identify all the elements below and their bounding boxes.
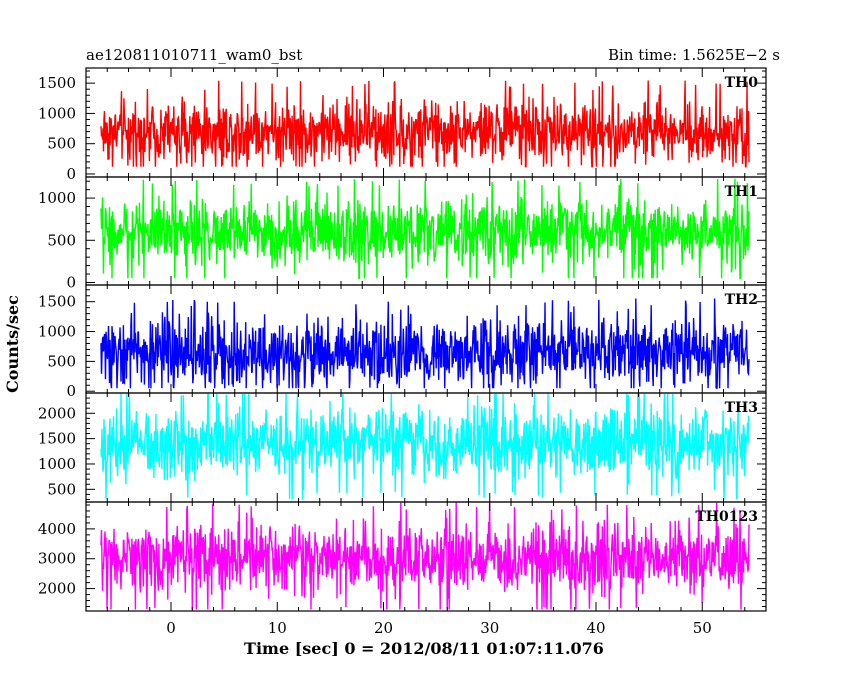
y-tick-label: 500 (47, 231, 76, 249)
panel-label-th0123: TH0123 (695, 509, 758, 525)
y-tick-label: 1500 (38, 293, 76, 311)
plot-title: ae120811010711_wam0_bst (86, 46, 302, 64)
x-tick-label: 40 (586, 619, 605, 637)
y-axis-label: Counts/sec (3, 295, 22, 393)
panel-th3: 500 1000 1500 2000 TH3 (38, 392, 767, 503)
y-tick-label: 500 (47, 480, 76, 498)
y-tick-label: 2000 (38, 580, 76, 598)
y-tick-label: 1500 (38, 74, 76, 92)
y-tick-label: 3000 (38, 550, 76, 568)
x-tick-label: 50 (693, 619, 712, 637)
y-tick-label: 1000 (38, 189, 76, 207)
series-th1 (100, 178, 750, 279)
y-tick-label: 1500 (38, 430, 76, 448)
x-axis-label: Time [sec] 0 = 2012/08/11 01:07:11.076 (244, 639, 604, 658)
panel-th0: 0 500 1000 1500 TH0 (38, 67, 767, 183)
panel-label-th0: TH0 (725, 75, 759, 91)
panel-th0123: 2000 3000 4000 TH0123 (38, 501, 767, 612)
y-tick-label: 0 (66, 273, 76, 291)
panel-th1: 0 500 1000 TH1 (38, 176, 767, 291)
y-tick-label: 500 (47, 135, 76, 153)
panel-label-th1: TH1 (725, 184, 758, 200)
series-th0 (100, 80, 750, 168)
x-tick-label: 10 (268, 619, 287, 637)
x-tick-label: 0 (166, 619, 176, 637)
y-tick-label: 0 (66, 382, 76, 400)
panel-label-th3: TH3 (725, 400, 758, 416)
y-tick-label: 2000 (38, 404, 76, 422)
y-tick-label: 1000 (38, 455, 76, 473)
x-axis: 0 10 20 30 40 50 (166, 619, 712, 637)
series-th0123 (100, 502, 750, 610)
y-tick-label: 4000 (38, 520, 76, 538)
y-tick-label: 500 (47, 352, 76, 370)
panels-group: 0 500 1000 1500 TH0 0 500 1000 TH1 0 500 1000 1500 TH… (38, 67, 767, 612)
bin-time-label: Bin time: 1.5625E−2 s (608, 46, 780, 64)
series-th2 (100, 298, 750, 389)
y-tick-label: 1000 (38, 323, 76, 341)
panel-label-th2: TH2 (725, 292, 758, 308)
panel-th2: 0 500 1000 1500 TH2 (38, 284, 767, 400)
y-tick-label: 0 (66, 165, 76, 183)
series-th3 (100, 392, 750, 501)
x-tick-label: 20 (374, 619, 393, 637)
x-tick-label: 30 (480, 619, 499, 637)
y-tick-label: 1000 (38, 104, 76, 122)
